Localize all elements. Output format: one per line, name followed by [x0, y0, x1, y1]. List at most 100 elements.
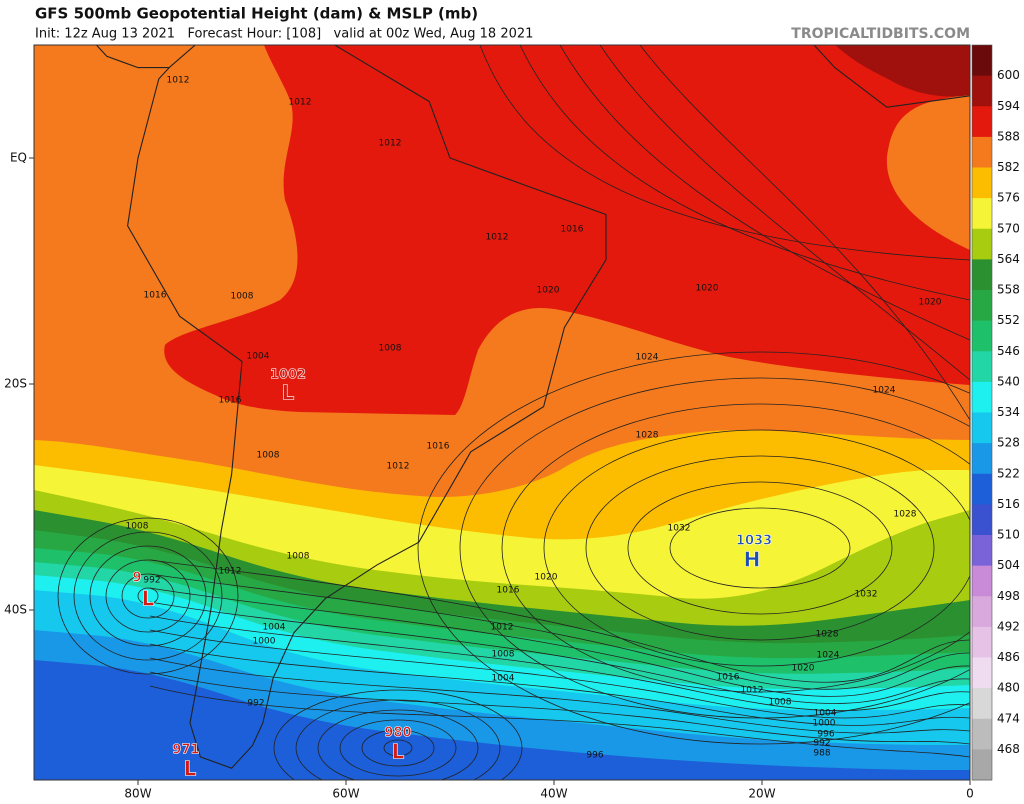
height-band: [835, 45, 970, 97]
colorbar-box: [972, 381, 992, 413]
center-letter: L: [142, 587, 155, 611]
colorbar-frame: [971, 44, 993, 781]
colorbar-label: 474: [997, 711, 1020, 725]
isobar-label: 1008: [231, 292, 254, 302]
lat-label: 20S: [4, 377, 27, 391]
colorbar-box: [972, 45, 992, 77]
site-credit: TROPICALTIDBITS.COM: [791, 26, 970, 42]
lat-label: 40S: [4, 603, 27, 617]
isobar: [89, 545, 207, 647]
colorbar-box: [972, 198, 992, 230]
isobar-label: 1004: [263, 623, 286, 633]
isobar: [149, 643, 970, 726]
isobar: [559, 45, 970, 341]
colorbar-label: 486: [997, 650, 1020, 664]
colorbar-box: [972, 106, 992, 138]
isobar-label: 1016: [717, 673, 740, 683]
colorbar-box: [972, 320, 992, 352]
isobar: [149, 573, 970, 690]
colorbar-label: 468: [997, 742, 1020, 756]
isobar-label: 996: [586, 751, 603, 761]
isobar-label: 1016: [561, 225, 584, 235]
isobar: [383, 739, 413, 757]
map-area: [34, 45, 970, 780]
isobar: [273, 689, 523, 780]
center-value: 980: [384, 726, 411, 741]
isobar-label: 1008: [492, 650, 515, 660]
isobar-label: 1028: [636, 431, 659, 441]
center-letter: L: [282, 381, 295, 405]
colorbar-box: [972, 565, 992, 597]
isobar: [639, 45, 970, 421]
coastline: [95, 45, 170, 69]
colorbar-label: 480: [997, 681, 1020, 695]
isobar-label: 1016: [144, 291, 167, 301]
center-value: 1002: [270, 368, 306, 383]
isobar-label: 1016: [497, 586, 520, 596]
isobar-label: 1004: [247, 352, 270, 362]
isobar: [105, 559, 191, 633]
colorbar-label: 600: [997, 68, 1020, 82]
colorbar-box: [972, 626, 992, 658]
isobar-label: 1024: [817, 651, 840, 661]
isobar: [295, 699, 501, 780]
isobar-label: 1008: [287, 552, 310, 562]
isobar: [149, 629, 970, 719]
isobar: [149, 587, 970, 697]
isobar-label: 1012: [741, 686, 764, 696]
isobar-label: 1012: [491, 623, 514, 633]
isobar: [137, 587, 159, 605]
isobar-label: 1020: [535, 573, 558, 583]
isobar: [479, 45, 970, 261]
isobar-label: 996: [817, 730, 834, 740]
colorbar-box: [972, 290, 992, 322]
isobar-label: 988: [813, 749, 830, 759]
isobar: [339, 719, 457, 777]
map-subtitle: Init: 12z Aug 13 2021 Forecast Hour: [10…: [35, 27, 533, 42]
colorbar-box: [972, 75, 992, 107]
isobar-label: 992: [143, 576, 160, 586]
center-value: 971: [172, 743, 199, 758]
isobar: [149, 685, 970, 758]
isobar: [501, 403, 970, 693]
center-letter: L: [392, 740, 405, 764]
colorbar-box: [972, 136, 992, 168]
map-title: GFS 500mb Geopotential Height (dam) & MS…: [35, 5, 478, 23]
colorbar-label: 564: [997, 252, 1020, 266]
isobar: [149, 601, 970, 704]
isobar: [599, 45, 970, 381]
isobar: [149, 671, 970, 745]
isobar: [57, 517, 239, 675]
isobar-label: 1020: [792, 664, 815, 674]
colorbar-label: 594: [997, 99, 1020, 113]
isobar-label: 1008: [379, 344, 402, 354]
isobar: [543, 429, 970, 667]
lon-label: 80W: [124, 787, 151, 801]
isobar-label: 1008: [769, 698, 792, 708]
colorbar-label: 510: [997, 528, 1020, 542]
colorbar-label: 576: [997, 191, 1020, 205]
center-letter: H: [744, 548, 761, 572]
isobar-label: 1020: [537, 286, 560, 296]
colorbar-label: 546: [997, 344, 1020, 358]
coastline: [127, 45, 607, 769]
center-value: 9: [132, 571, 141, 586]
isobar: [627, 481, 893, 615]
colorbar-box: [972, 351, 992, 383]
isobar: [669, 507, 851, 589]
isobar-label: 1000: [253, 637, 276, 647]
colorbar-box: [972, 749, 992, 781]
isobar-label: 1012: [219, 567, 242, 577]
isobar-label: 1012: [289, 98, 312, 108]
colorbar-box: [972, 228, 992, 260]
isobar: [149, 559, 970, 683]
isobar-label: 1008: [257, 451, 280, 461]
isobar-label: 1012: [387, 462, 410, 472]
colorbar-box: [972, 443, 992, 475]
colorbar-box: [972, 535, 992, 567]
isobar-label: 1016: [427, 442, 450, 452]
colorbar-label: 540: [997, 374, 1020, 388]
isobar-label: 992: [247, 699, 264, 709]
isobar-label: 1016: [219, 396, 242, 406]
